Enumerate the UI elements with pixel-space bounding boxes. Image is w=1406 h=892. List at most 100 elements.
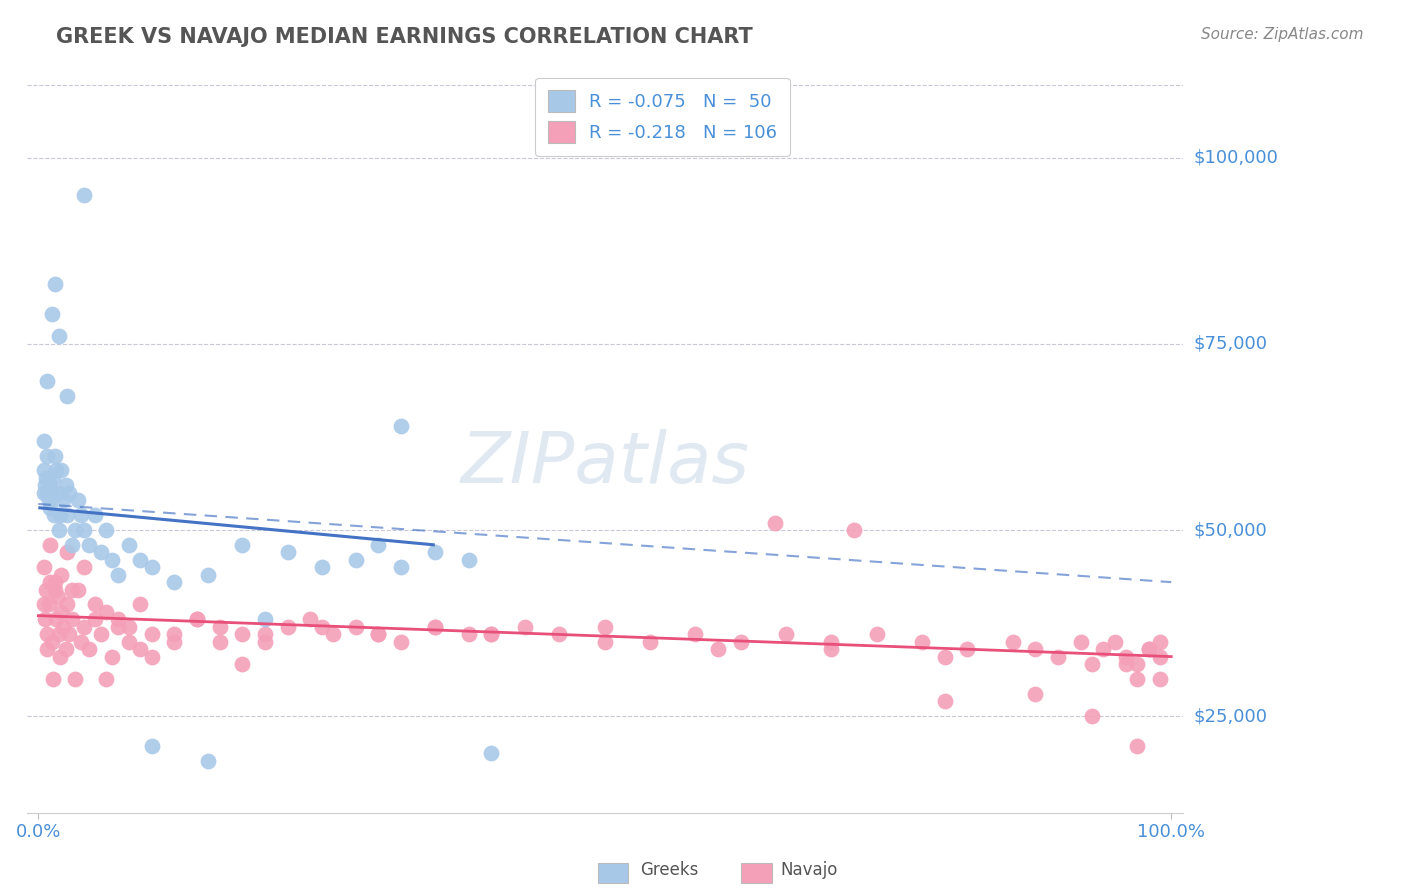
Point bbox=[1070, 634, 1092, 648]
Point bbox=[44, 575, 66, 590]
Text: $50,000: $50,000 bbox=[1194, 521, 1267, 539]
Point bbox=[38, 493, 60, 508]
Point bbox=[163, 575, 186, 590]
Point bbox=[1024, 642, 1046, 657]
Point bbox=[107, 612, 129, 626]
Point bbox=[49, 567, 72, 582]
Point bbox=[911, 634, 934, 648]
Point bbox=[515, 620, 537, 634]
Point bbox=[38, 538, 60, 552]
Point bbox=[66, 582, 89, 597]
Point bbox=[66, 493, 89, 508]
Text: Source: ZipAtlas.com: Source: ZipAtlas.com bbox=[1201, 27, 1364, 42]
Point bbox=[45, 463, 67, 477]
Point bbox=[42, 471, 65, 485]
Point bbox=[90, 545, 112, 559]
Point bbox=[311, 560, 333, 574]
Point bbox=[197, 567, 219, 582]
Point bbox=[1092, 642, 1115, 657]
Point bbox=[1126, 672, 1149, 686]
Point bbox=[344, 553, 367, 567]
Point bbox=[72, 188, 94, 202]
Point bbox=[129, 642, 152, 657]
Text: GREEK VS NAVAJO MEDIAN EARNINGS CORRELATION CHART: GREEK VS NAVAJO MEDIAN EARNINGS CORRELAT… bbox=[56, 27, 754, 46]
Point bbox=[311, 620, 333, 634]
Point bbox=[423, 620, 446, 634]
Point bbox=[481, 627, 503, 641]
Point bbox=[141, 560, 163, 574]
Point bbox=[685, 627, 707, 641]
Point bbox=[367, 538, 389, 552]
Point bbox=[49, 605, 72, 619]
Point bbox=[141, 627, 163, 641]
Point bbox=[32, 434, 55, 448]
Point bbox=[52, 493, 75, 508]
Point bbox=[367, 627, 389, 641]
Point bbox=[186, 612, 208, 626]
Text: $100,000: $100,000 bbox=[1194, 149, 1278, 167]
Point bbox=[1115, 649, 1137, 664]
Point bbox=[1001, 634, 1024, 648]
Point bbox=[38, 500, 60, 515]
Point bbox=[44, 582, 66, 597]
Point bbox=[70, 634, 93, 648]
Point bbox=[90, 627, 112, 641]
Point bbox=[44, 449, 66, 463]
Point bbox=[1149, 649, 1171, 664]
Point bbox=[593, 620, 616, 634]
Point bbox=[934, 649, 956, 664]
Point bbox=[101, 649, 124, 664]
Point bbox=[48, 627, 70, 641]
Point bbox=[389, 634, 412, 648]
Point bbox=[42, 672, 65, 686]
Point bbox=[52, 620, 75, 634]
Point bbox=[32, 463, 55, 477]
Point bbox=[141, 739, 163, 753]
Point bbox=[481, 747, 503, 761]
Point bbox=[956, 642, 979, 657]
Point bbox=[58, 485, 80, 500]
Point bbox=[37, 627, 59, 641]
Point bbox=[593, 634, 616, 648]
Point bbox=[107, 567, 129, 582]
Point bbox=[84, 598, 107, 612]
Point bbox=[163, 634, 186, 648]
Point bbox=[457, 627, 479, 641]
Point bbox=[41, 307, 63, 321]
Point bbox=[1126, 739, 1149, 753]
Point bbox=[35, 582, 58, 597]
Point bbox=[1081, 657, 1104, 671]
Text: $25,000: $25,000 bbox=[1194, 707, 1268, 725]
Point bbox=[55, 478, 77, 492]
Point bbox=[44, 508, 66, 523]
Point bbox=[38, 598, 60, 612]
Point bbox=[389, 560, 412, 574]
Point bbox=[1126, 657, 1149, 671]
Point bbox=[118, 538, 141, 552]
Point bbox=[48, 329, 70, 343]
Point bbox=[186, 612, 208, 626]
Point bbox=[423, 620, 446, 634]
Point bbox=[1046, 649, 1069, 664]
Point bbox=[866, 627, 889, 641]
Point bbox=[84, 612, 107, 626]
Point bbox=[129, 598, 152, 612]
Point bbox=[60, 612, 83, 626]
Point bbox=[1149, 634, 1171, 648]
Point bbox=[70, 508, 93, 523]
Point bbox=[481, 627, 503, 641]
Point bbox=[231, 538, 253, 552]
Point bbox=[344, 620, 367, 634]
Point bbox=[55, 545, 77, 559]
Text: ZIPatlas: ZIPatlas bbox=[460, 428, 749, 498]
Point bbox=[55, 389, 77, 403]
Point bbox=[55, 508, 77, 523]
Point bbox=[208, 620, 231, 634]
Point bbox=[141, 649, 163, 664]
Point bbox=[1115, 657, 1137, 671]
Point bbox=[1137, 642, 1160, 657]
Point bbox=[79, 538, 101, 552]
Point bbox=[37, 449, 59, 463]
Point bbox=[253, 634, 276, 648]
Point bbox=[72, 523, 94, 537]
